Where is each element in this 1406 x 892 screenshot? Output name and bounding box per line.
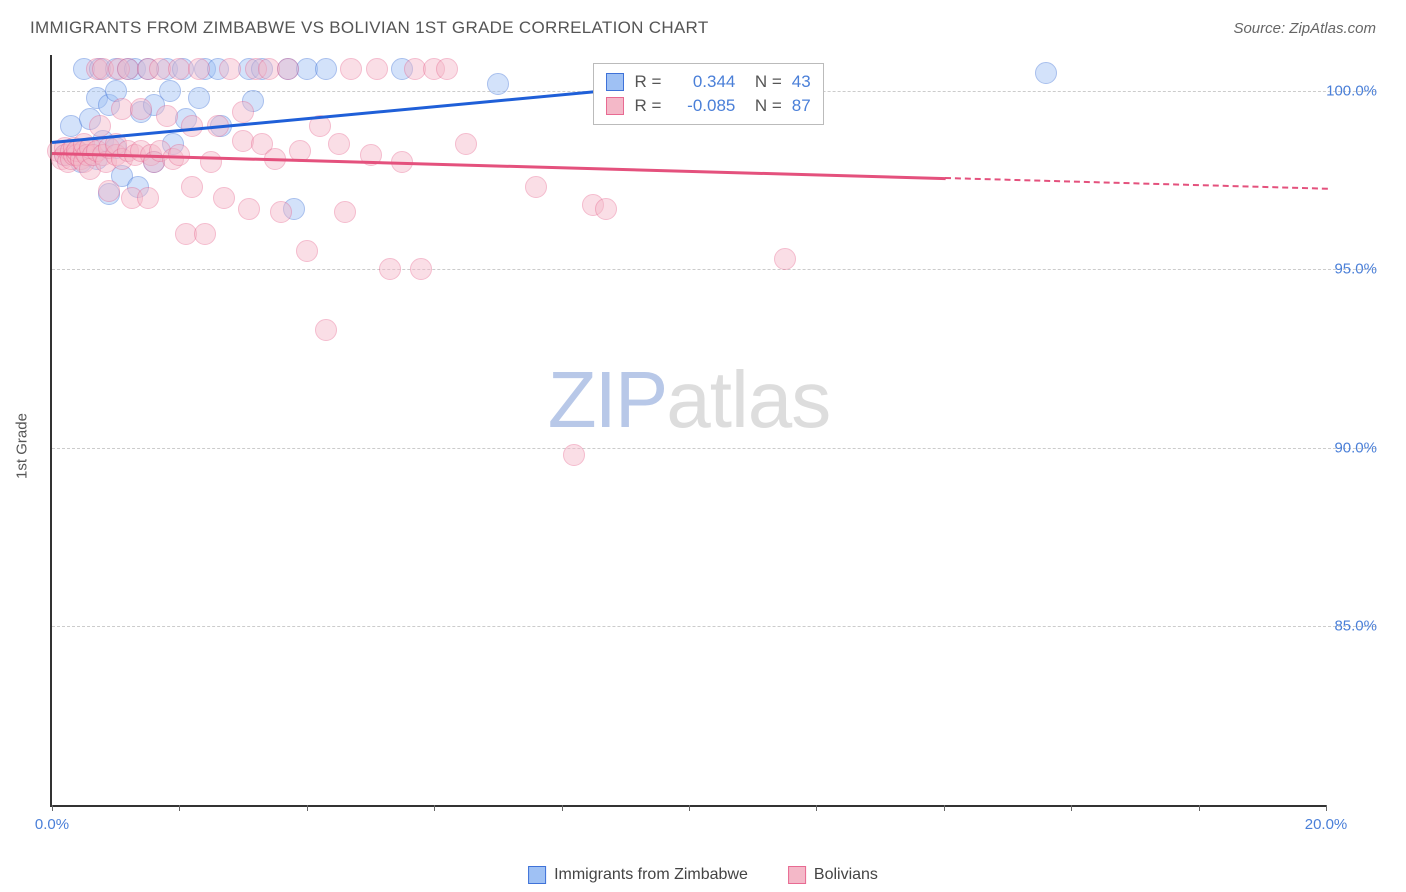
swatch-icon: [606, 73, 624, 91]
scatter-point: [130, 98, 152, 120]
scatter-point: [525, 176, 547, 198]
stats-row: R = 0.344 N = 43: [606, 70, 810, 94]
scatter-point: [334, 201, 356, 223]
scatter-point: [181, 176, 203, 198]
stat-label: R =: [634, 72, 661, 92]
y-tick-label: 85.0%: [1326, 618, 1381, 635]
series-legend: Immigrants from Zimbabwe Bolivians: [528, 866, 878, 884]
gridline: [52, 448, 1376, 449]
scatter-point: [379, 258, 401, 280]
y-axis-label: 1st Grade: [14, 413, 31, 479]
swatch-icon: [528, 866, 546, 884]
stat-label: R =: [634, 96, 661, 116]
legend-item-bolivians: Bolivians: [788, 866, 878, 884]
chart-title: IMMIGRANTS FROM ZIMBABWE VS BOLIVIAN 1ST…: [30, 18, 709, 38]
stat-n-value: 43: [792, 72, 811, 92]
scatter-point: [487, 73, 509, 95]
legend-label: Immigrants from Zimbabwe: [554, 866, 748, 884]
x-tick: [1071, 805, 1072, 811]
watermark-logo: ZIPatlas: [548, 354, 830, 446]
legend-item-zimbabwe: Immigrants from Zimbabwe: [528, 866, 748, 884]
scatter-point: [188, 87, 210, 109]
scatter-point: [277, 58, 299, 80]
scatter-point: [455, 133, 477, 155]
scatter-point: [328, 133, 350, 155]
scatter-point: [213, 187, 235, 209]
scatter-point: [200, 151, 222, 173]
scatter-point: [156, 105, 178, 127]
correlation-stats-box: R = 0.344 N = 43 R = -0.085 N = 87: [593, 63, 823, 125]
x-tick: [562, 805, 563, 811]
scatter-point: [410, 258, 432, 280]
stat-r-value: 0.344: [671, 72, 735, 92]
scatter-point: [159, 80, 181, 102]
x-tick-label: 20.0%: [1305, 816, 1348, 833]
trend-line: [52, 152, 945, 180]
stat-label: N =: [745, 96, 781, 116]
plot-area: ZIPatlas 85.0%90.0%95.0%100.0%0.0%20.0%R…: [50, 55, 1326, 807]
chart-container: 1st Grade ZIPatlas 85.0%90.0%95.0%100.0%…: [50, 55, 1376, 837]
source-attribution: Source: ZipAtlas.com: [1233, 20, 1376, 37]
scatter-point: [436, 58, 458, 80]
x-tick: [944, 805, 945, 811]
x-tick: [689, 805, 690, 811]
scatter-point: [296, 240, 318, 262]
x-tick: [52, 805, 53, 811]
scatter-point: [98, 180, 120, 202]
y-tick-label: 95.0%: [1326, 261, 1381, 278]
stat-label: N =: [745, 72, 781, 92]
scatter-point: [595, 198, 617, 220]
scatter-point: [366, 58, 388, 80]
x-tick: [816, 805, 817, 811]
y-tick-label: 90.0%: [1326, 439, 1381, 456]
scatter-point: [315, 58, 337, 80]
x-tick: [179, 805, 180, 811]
scatter-point: [219, 58, 241, 80]
stats-row: R = -0.085 N = 87: [606, 94, 810, 118]
x-tick: [1199, 805, 1200, 811]
x-tick: [307, 805, 308, 811]
scatter-point: [238, 198, 260, 220]
x-tick-label: 0.0%: [35, 816, 69, 833]
scatter-point: [137, 187, 159, 209]
x-tick: [1326, 805, 1327, 811]
legend-label: Bolivians: [814, 866, 878, 884]
stat-n-value: 87: [792, 96, 811, 116]
scatter-point: [188, 58, 210, 80]
stat-r-value: -0.085: [671, 96, 735, 116]
scatter-point: [270, 201, 292, 223]
x-tick: [434, 805, 435, 811]
swatch-icon: [606, 97, 624, 115]
trend-line: [945, 177, 1328, 190]
scatter-point: [1035, 62, 1057, 84]
scatter-point: [340, 58, 362, 80]
gridline: [52, 626, 1376, 627]
scatter-point: [89, 115, 111, 137]
gridline: [52, 269, 1376, 270]
scatter-point: [194, 223, 216, 245]
y-tick-label: 100.0%: [1326, 82, 1381, 99]
swatch-icon: [788, 866, 806, 884]
scatter-point: [563, 444, 585, 466]
scatter-point: [315, 319, 337, 341]
scatter-point: [232, 101, 254, 123]
scatter-point: [774, 248, 796, 270]
